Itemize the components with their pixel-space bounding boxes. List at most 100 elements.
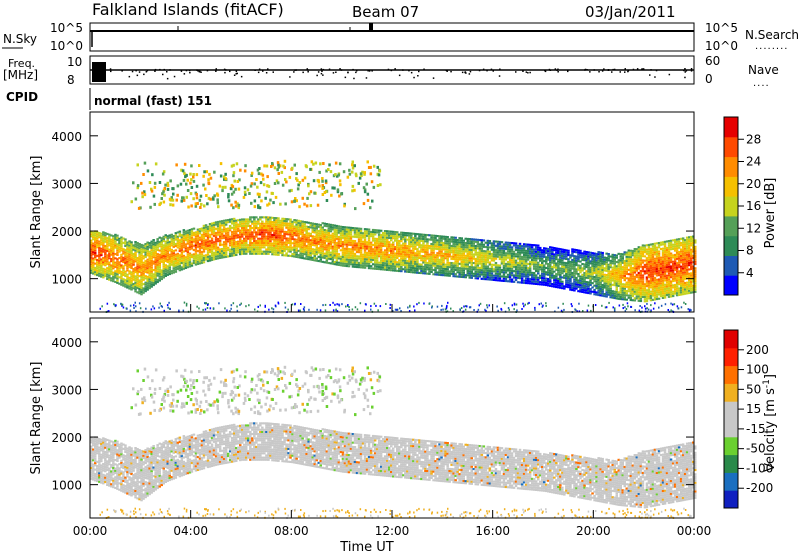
power-cell xyxy=(232,232,236,235)
power-cell xyxy=(295,253,298,256)
power-cell xyxy=(132,287,135,290)
power-cell xyxy=(444,246,447,249)
power-cell xyxy=(607,289,610,292)
power-cell xyxy=(404,238,407,241)
power-cell xyxy=(643,291,647,294)
power-cell xyxy=(637,263,641,266)
power-cell xyxy=(204,232,208,235)
power-cell xyxy=(226,246,230,249)
power-cell xyxy=(102,269,105,272)
power-cell xyxy=(541,268,544,271)
power-cell xyxy=(551,257,554,260)
power-cell xyxy=(494,253,498,256)
power-cell xyxy=(585,261,588,264)
power-cell xyxy=(257,218,260,221)
power-cell xyxy=(524,258,528,261)
power-cell xyxy=(210,246,214,249)
power-cell xyxy=(138,245,141,248)
nave-point xyxy=(173,75,176,78)
power-cell xyxy=(355,257,359,260)
power-cell xyxy=(631,254,635,257)
power-cell xyxy=(508,241,512,244)
power-cell xyxy=(609,277,612,280)
power-cell xyxy=(138,290,141,293)
power-cell xyxy=(645,248,649,251)
power-cell xyxy=(603,286,606,289)
power-cell xyxy=(355,244,359,247)
power-cell xyxy=(285,233,288,236)
power-cell xyxy=(414,235,417,238)
power-cell xyxy=(412,245,415,248)
power-cell xyxy=(406,255,409,258)
nave-point xyxy=(684,76,686,79)
nsearch-tick-top: 10^5 xyxy=(705,21,738,35)
nave-point xyxy=(166,71,168,73)
power-cell xyxy=(573,248,576,251)
power-cell xyxy=(337,263,341,266)
power-cell xyxy=(500,258,504,261)
power-cell xyxy=(162,261,165,264)
power-cell xyxy=(295,221,298,224)
power-cell xyxy=(243,231,246,234)
power-cell xyxy=(124,253,127,256)
power-cell xyxy=(559,276,562,279)
power-cell xyxy=(130,267,133,270)
power-cell xyxy=(110,270,113,273)
power-cell xyxy=(241,252,244,255)
power-cell xyxy=(196,256,200,259)
power-cell xyxy=(502,258,506,261)
power-cell xyxy=(180,266,184,269)
power-cell xyxy=(418,265,421,268)
power-cell xyxy=(386,234,389,237)
power-cell xyxy=(128,266,131,269)
power-cell xyxy=(206,253,210,256)
power-cell xyxy=(508,276,512,279)
power-cell xyxy=(631,277,635,280)
power-cell xyxy=(631,260,635,263)
power-cell xyxy=(289,220,292,223)
nave-point xyxy=(307,71,309,73)
power-cell xyxy=(214,242,218,245)
power-cell xyxy=(583,250,586,253)
power-cell xyxy=(597,255,600,258)
power-cell xyxy=(398,246,401,249)
power-cell xyxy=(506,273,510,276)
power-cell xyxy=(321,239,324,242)
power-cell xyxy=(96,263,99,266)
power-cell xyxy=(388,247,391,250)
power-cell xyxy=(428,272,431,275)
power-cell xyxy=(323,248,326,251)
power-cell xyxy=(599,262,602,265)
power-cell xyxy=(202,261,206,264)
power-cell xyxy=(498,273,502,276)
power-cell xyxy=(281,247,284,250)
power-cell xyxy=(585,276,588,279)
power-cell xyxy=(482,260,486,263)
power-cell xyxy=(557,267,560,270)
power-cell xyxy=(589,251,592,254)
power-cell xyxy=(547,265,550,268)
power-cell xyxy=(311,231,314,234)
power-cell xyxy=(150,283,153,286)
power-cell xyxy=(442,257,445,260)
power-cell xyxy=(359,257,363,260)
power-cell xyxy=(569,282,572,285)
power-cell xyxy=(631,282,635,285)
power-cell xyxy=(184,236,188,239)
power-cell xyxy=(567,281,570,284)
power-cell xyxy=(406,260,409,263)
power-cell xyxy=(645,252,649,255)
power-cell xyxy=(245,244,248,247)
power-cell xyxy=(621,253,624,256)
power-cell xyxy=(577,260,580,263)
power-cell xyxy=(108,270,111,273)
power-cell xyxy=(343,249,347,252)
power-cell xyxy=(436,260,439,263)
power-cell xyxy=(422,255,425,258)
power-cell xyxy=(319,249,322,252)
power-cell xyxy=(128,285,131,288)
power-cell xyxy=(375,263,379,266)
power-cell xyxy=(329,253,333,256)
power-cell xyxy=(202,246,206,249)
power-cell xyxy=(422,240,425,243)
